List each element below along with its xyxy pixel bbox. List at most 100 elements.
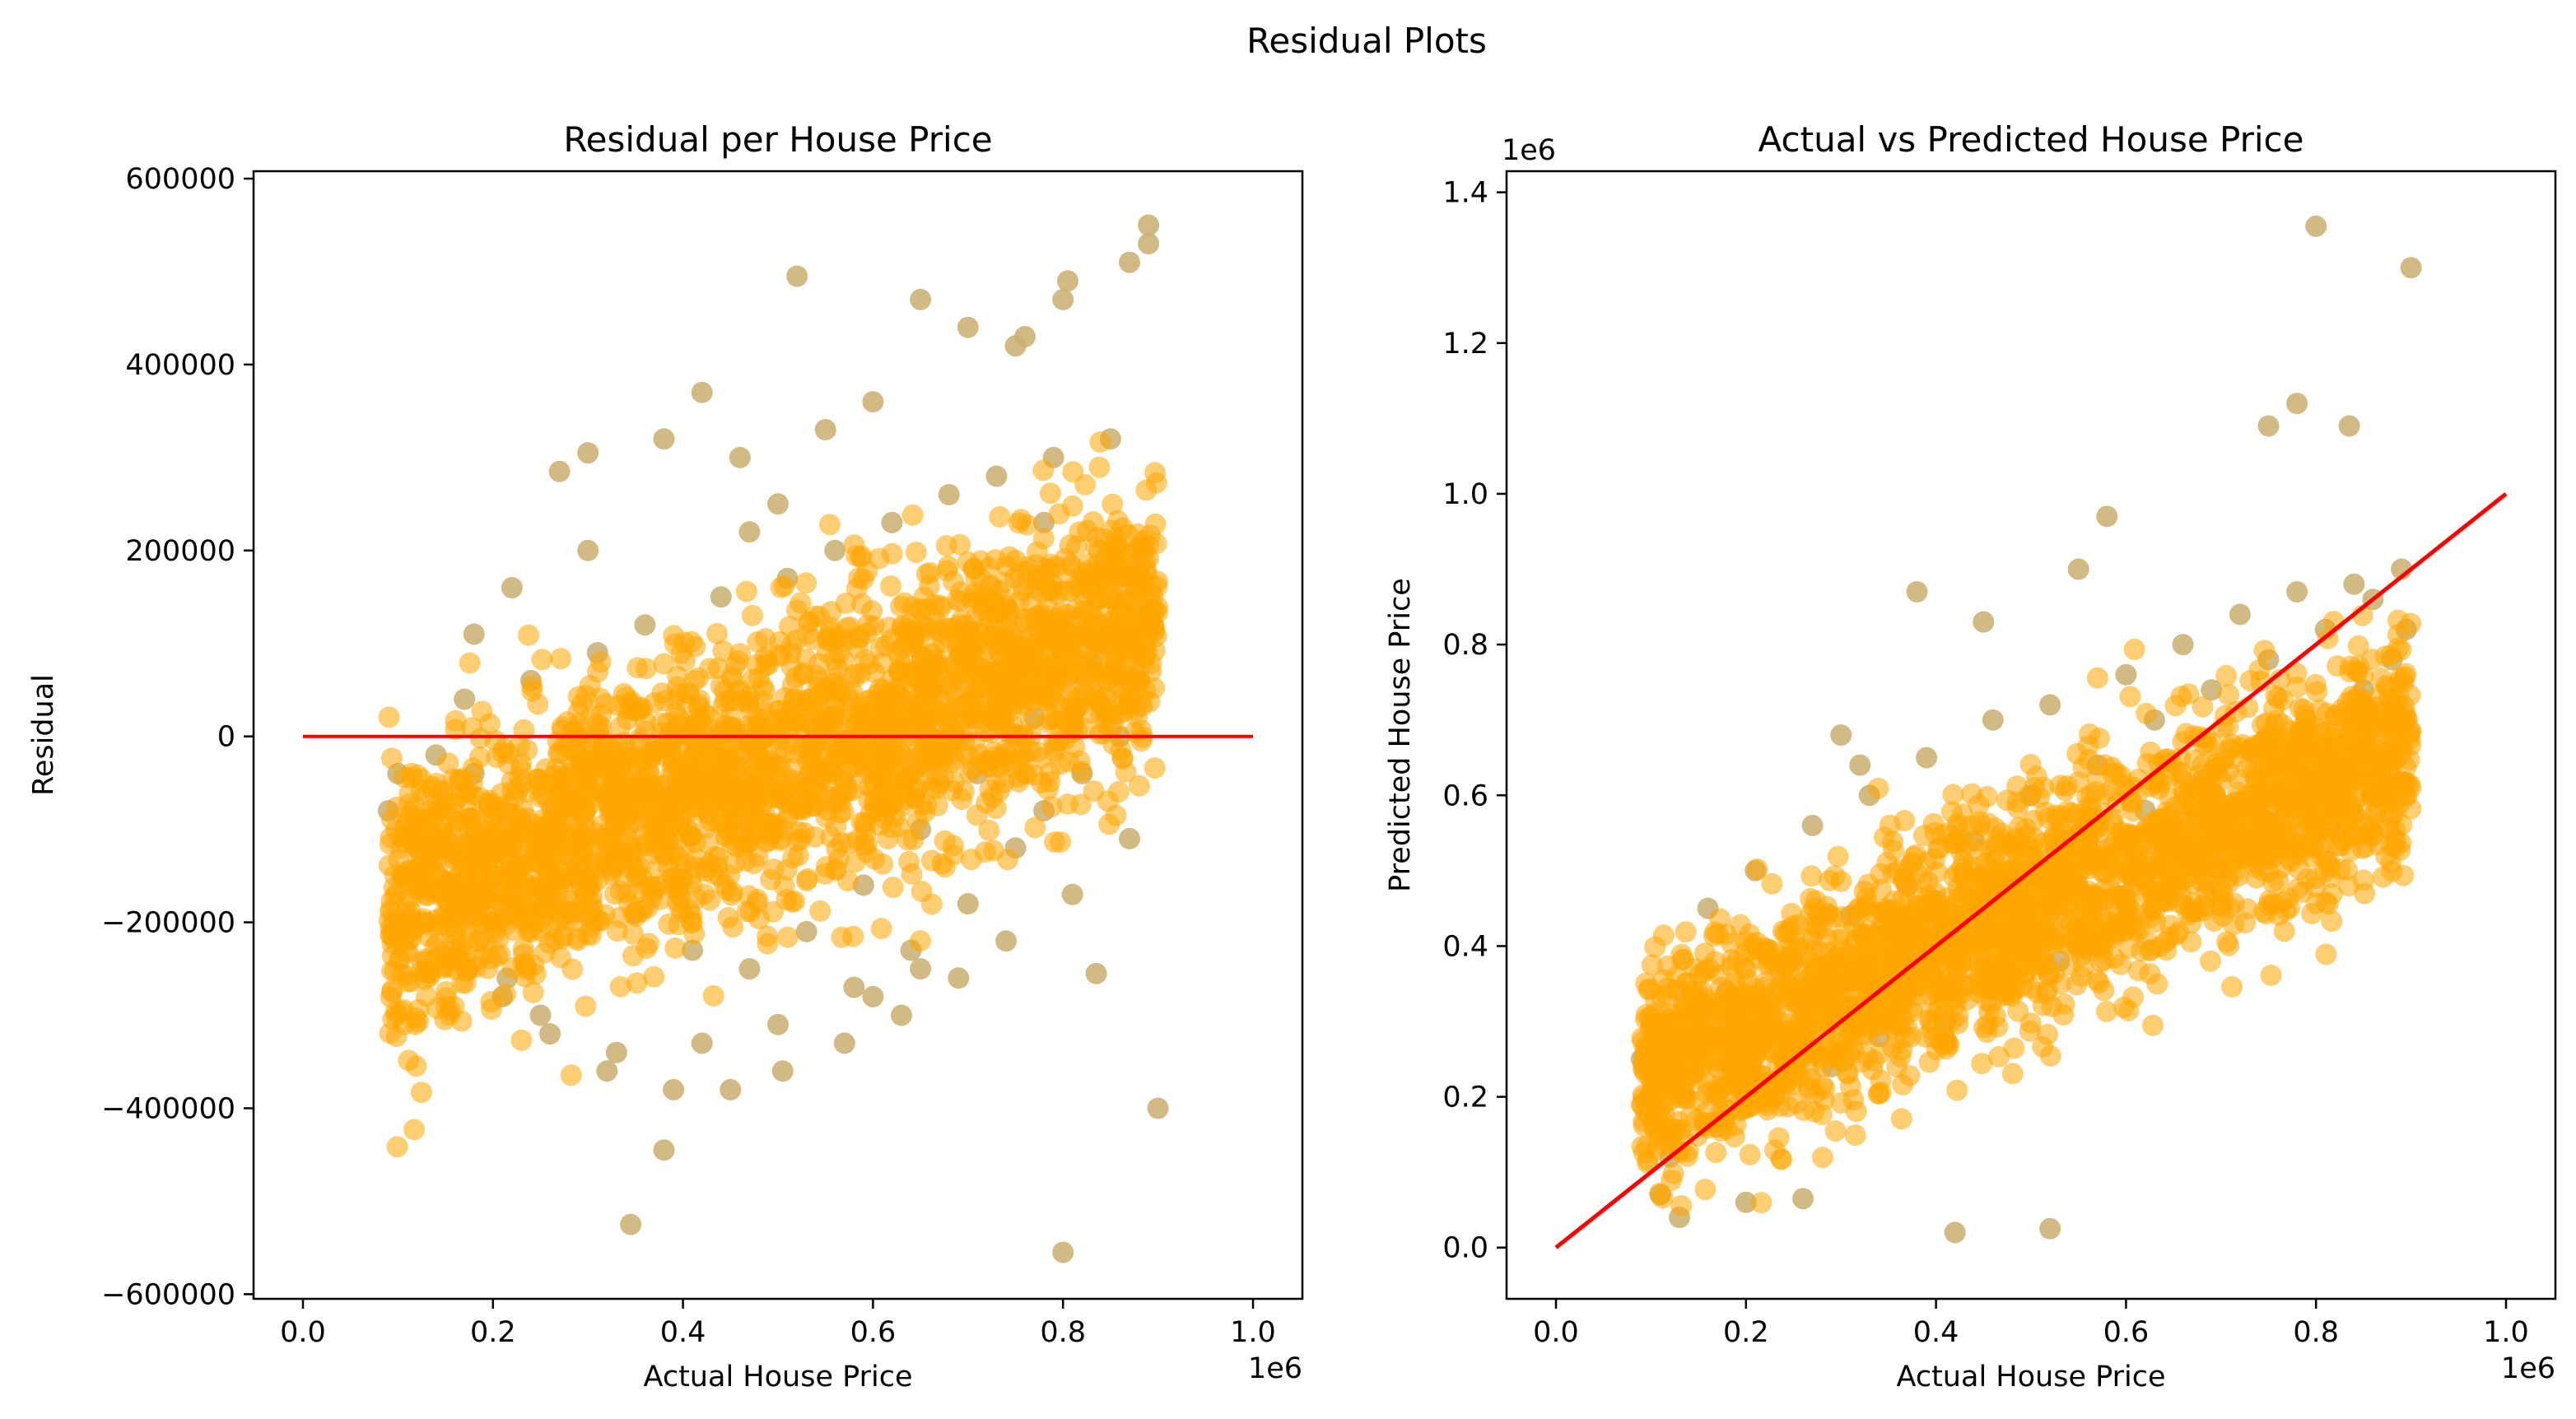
scatter-point <box>454 688 476 710</box>
cloud-point <box>1645 1138 1667 1161</box>
cloud-point <box>2086 969 2108 991</box>
scatter-point <box>938 484 960 505</box>
cloud-point <box>919 575 941 597</box>
cloud-point <box>957 551 979 573</box>
cloud-point <box>2380 806 2402 828</box>
scatter-point <box>2115 663 2137 686</box>
cloud-point <box>1135 640 1158 663</box>
scatter-point <box>596 1060 618 1082</box>
cloud-point <box>1102 493 1124 515</box>
scatter-point <box>985 465 1008 487</box>
cloud-point <box>1031 772 1052 794</box>
residual-plot-frame <box>252 170 1304 1300</box>
cloud-point <box>664 937 687 959</box>
cloud-point <box>900 662 922 684</box>
cloud-point <box>753 691 775 713</box>
cloud-point <box>521 813 543 835</box>
cloud-point <box>1870 1082 1892 1103</box>
cloud-point <box>1098 813 1120 835</box>
scatter-point <box>2257 415 2280 437</box>
cloud-point <box>805 664 827 686</box>
cloud-point <box>679 826 701 848</box>
cloud-point <box>811 742 833 764</box>
cloud-point <box>831 926 853 948</box>
cloud-point <box>2019 753 2042 775</box>
cloud-point <box>962 758 984 779</box>
cloud-point <box>717 906 739 928</box>
cloud-point <box>560 1064 582 1086</box>
x-tick-label: 1.0 <box>1230 1316 1276 1349</box>
cloud-point <box>671 901 693 923</box>
cloud-point <box>587 869 609 891</box>
cloud-point <box>682 795 705 817</box>
cloud-point <box>1894 810 1916 831</box>
cloud-point <box>478 713 501 735</box>
cloud-point <box>2041 995 2063 1017</box>
cloud-point <box>521 675 543 697</box>
cloud-point <box>741 604 763 626</box>
cloud-point <box>809 767 831 789</box>
cloud-point <box>1097 790 1119 812</box>
cloud-point <box>673 713 695 735</box>
prediction-point-cloud <box>1631 604 2422 1217</box>
cloud-point <box>2321 751 2343 773</box>
cloud-point <box>1040 579 1062 601</box>
scatter-point <box>463 623 485 645</box>
cloud-point <box>2003 1037 2025 1059</box>
cloud-point <box>629 857 651 879</box>
cloud-point <box>2119 686 2141 708</box>
cloud-point <box>1088 589 1109 611</box>
scatter-point <box>2039 1217 2061 1240</box>
cloud-point <box>1827 845 1849 868</box>
cloud-point <box>873 686 895 709</box>
scatter-point <box>2286 393 2308 415</box>
cloud-point <box>468 747 491 768</box>
cloud-point <box>589 715 612 737</box>
cloud-point <box>1081 652 1103 674</box>
cloud-point <box>851 593 873 615</box>
cloud-point <box>716 751 738 774</box>
cloud-point <box>567 701 589 723</box>
cloud-point <box>527 693 549 715</box>
cloud-point <box>974 841 996 863</box>
cloud-point <box>788 844 809 867</box>
cloud-point <box>2321 883 2343 905</box>
cloud-point <box>622 945 644 967</box>
cloud-point <box>1882 830 1904 853</box>
cloud-point <box>638 933 659 955</box>
scatter-point <box>2400 257 2422 279</box>
cloud-point <box>1116 589 1138 611</box>
scatter-point <box>691 1032 713 1054</box>
cloud-point <box>626 972 648 994</box>
cloud-point <box>2071 965 2092 988</box>
scatter-point <box>1944 1221 1966 1244</box>
cloud-point <box>1044 741 1066 763</box>
cloud-point <box>1039 482 1061 505</box>
cloud-point <box>2032 1035 2054 1058</box>
cloud-point <box>589 651 612 673</box>
cloud-point <box>855 823 877 845</box>
cloud-point <box>454 972 477 994</box>
scatter-point <box>1973 611 1995 633</box>
cloud-point <box>557 909 579 931</box>
cloud-point <box>1093 547 1116 569</box>
cloud-point <box>757 933 779 955</box>
cloud-point <box>654 737 677 759</box>
scatter-point <box>1138 214 1160 236</box>
cloud-point <box>397 859 419 882</box>
scatter-point <box>843 976 865 998</box>
cloud-point <box>653 653 675 675</box>
cloud-point <box>2123 638 2145 660</box>
scatter-point <box>2172 634 2194 656</box>
cloud-point <box>459 926 481 948</box>
cloud-point <box>1084 686 1106 708</box>
cloud-point <box>893 592 915 614</box>
cloud-point <box>2056 775 2078 797</box>
cloud-point <box>450 785 471 807</box>
scatter-point <box>767 493 789 515</box>
y-tick-label: −600000 <box>101 1278 235 1311</box>
cloud-point <box>843 663 864 686</box>
cloud-point <box>780 642 802 664</box>
scatter-point <box>814 419 836 440</box>
